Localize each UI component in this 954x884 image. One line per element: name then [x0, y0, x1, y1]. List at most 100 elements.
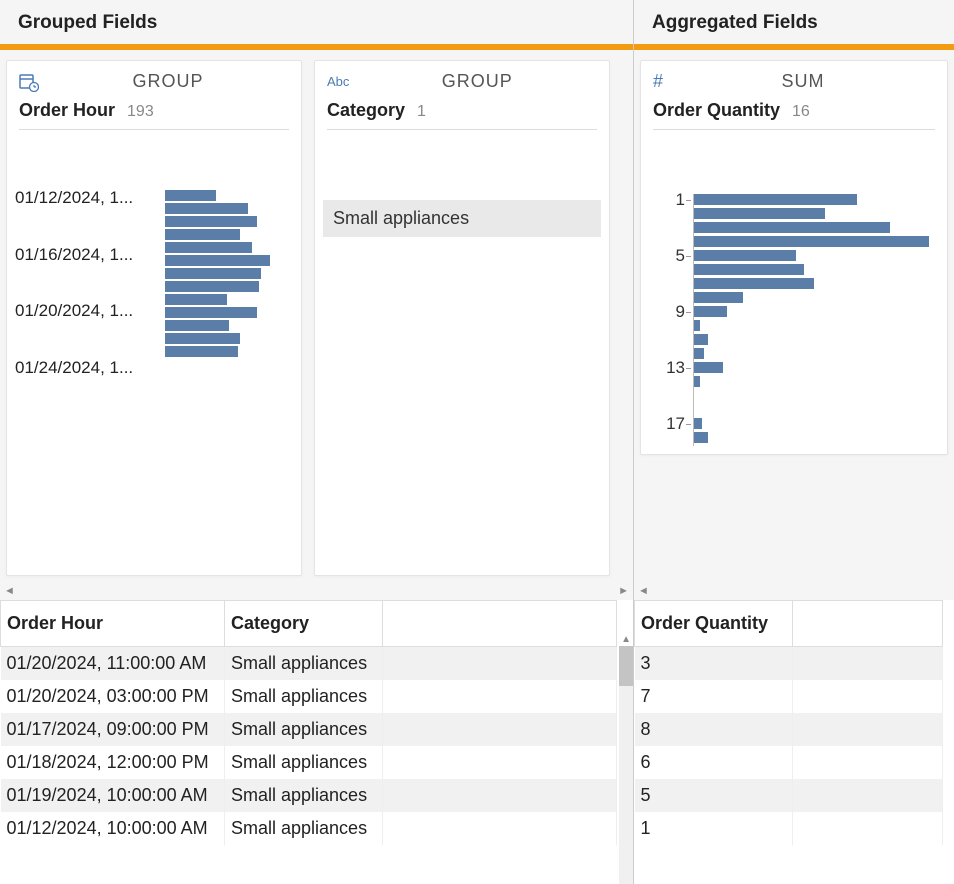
chart-axis-label: 01/24/2024, 1...: [15, 358, 159, 378]
table-row[interactable]: 5: [635, 779, 943, 812]
table-cell: 6: [635, 746, 793, 779]
scroll-left-icon[interactable]: ◄: [4, 585, 15, 597]
table-cell: 01/17/2024, 09:00:00 PM: [1, 713, 225, 746]
chart-bar: [165, 320, 229, 331]
field-count: 16: [792, 103, 810, 121]
chart-bar: [165, 229, 240, 240]
scrollbar-thumb[interactable]: [619, 646, 633, 686]
chart-bar: [165, 255, 270, 266]
calendar-clock-icon: [19, 72, 39, 92]
table-row[interactable]: 01/20/2024, 03:00:00 PMSmall appliances: [1, 680, 617, 713]
scroll-up-icon[interactable]: ▲: [621, 634, 631, 645]
chart-bar: [694, 236, 929, 247]
scroll-left-icon[interactable]: ◄: [638, 585, 649, 597]
table-cell: 01/20/2024, 03:00:00 PM: [1, 680, 225, 713]
table-cell: 01/20/2024, 11:00:00 AM: [1, 647, 225, 681]
field-count: 193: [127, 103, 154, 121]
chart-bar: [694, 306, 727, 317]
chart-bar: [165, 203, 248, 214]
horizontal-scroll[interactable]: ◄ ►: [0, 582, 633, 600]
aggregated-table[interactable]: Order Quantity 378651: [634, 600, 954, 884]
table-row[interactable]: 01/17/2024, 09:00:00 PMSmall appliances: [1, 713, 617, 746]
order-quantity-histogram: 1591317: [649, 194, 939, 446]
chart-bar: [165, 190, 216, 201]
chart-bar: [694, 194, 857, 205]
order-hour-chart: 01/12/2024, 1... 01/16/2024, 1... 01/20/20…: [15, 188, 293, 378]
table-row[interactable]: 01/18/2024, 12:00:00 PMSmall appliances: [1, 746, 617, 779]
field-name: Category: [327, 100, 405, 121]
abc-icon: Abc: [327, 74, 349, 89]
table-cell: 01/19/2024, 10:00:00 AM: [1, 779, 225, 812]
chart-bar: [694, 376, 700, 387]
chart-bar: [165, 242, 252, 253]
col-order-quantity[interactable]: Order Quantity: [635, 601, 793, 647]
table-cell: 1: [635, 812, 793, 845]
col-empty: [383, 601, 617, 647]
chart-axis-label: 01/20/2024, 1...: [15, 301, 159, 321]
chart-bar: [165, 281, 259, 292]
aggregated-fields-header: Aggregated Fields: [634, 0, 954, 44]
card-order-quantity[interactable]: # SUM Order Quantity 16 1591317: [640, 60, 948, 455]
table-row[interactable]: 7: [635, 680, 943, 713]
chart-bar: [165, 216, 257, 227]
table-cell: 5: [635, 779, 793, 812]
vertical-scrollbar[interactable]: ▲: [619, 646, 633, 884]
chart-axis-label: 17: [666, 414, 685, 434]
chart-axis-label: 01/12/2024, 1...: [15, 188, 159, 208]
field-name: Order Quantity: [653, 100, 780, 121]
table-cell: 01/12/2024, 10:00:00 AM: [1, 812, 225, 845]
card-category[interactable]: Abc GROUP Category 1 Small appliances: [314, 60, 610, 576]
table-row[interactable]: 01/19/2024, 10:00:00 AMSmall appliances: [1, 779, 617, 812]
table-row[interactable]: 01/20/2024, 11:00:00 AMSmall appliances: [1, 647, 617, 681]
table-cell: Small appliances: [225, 746, 383, 779]
chart-bar: [694, 348, 704, 359]
chart-bar: [694, 418, 702, 429]
chart-axis-label: 01/16/2024, 1...: [15, 245, 159, 265]
chart-bar: [694, 278, 814, 289]
agg-label: SUM: [671, 71, 935, 92]
scroll-right-icon[interactable]: ►: [618, 585, 629, 597]
chart-bar: [694, 250, 796, 261]
col-order-hour[interactable]: Order Hour: [1, 601, 225, 647]
chart-axis-label: 1: [676, 190, 685, 210]
agg-label: GROUP: [47, 71, 289, 92]
chart-bar: [694, 334, 708, 345]
hash-icon: #: [653, 71, 663, 92]
table-cell: 01/18/2024, 12:00:00 PM: [1, 746, 225, 779]
chart-bar: [165, 346, 238, 357]
category-item[interactable]: Small appliances: [323, 200, 601, 237]
horizontal-scroll-right[interactable]: ◄: [634, 582, 954, 600]
field-name: Order Hour: [19, 100, 115, 121]
chart-bar: [165, 307, 257, 318]
col-empty: [793, 601, 943, 647]
table-cell: Small appliances: [225, 713, 383, 746]
table-cell: Small appliances: [225, 647, 383, 681]
table-cell: Small appliances: [225, 680, 383, 713]
chart-axis-label: 13: [666, 358, 685, 378]
table-row[interactable]: 6: [635, 746, 943, 779]
chart-bar: [165, 268, 261, 279]
grouped-table[interactable]: Order Hour Category 01/20/2024, 11:00:00…: [0, 600, 633, 884]
grouped-fields-header: Grouped Fields: [0, 0, 633, 44]
table-cell: Small appliances: [225, 779, 383, 812]
chart-axis-label: 9: [676, 302, 685, 322]
chart-bar: [165, 294, 227, 305]
table-cell: Small appliances: [225, 812, 383, 845]
chart-bar: [694, 432, 708, 443]
table-row[interactable]: 8: [635, 713, 943, 746]
chart-bar: [694, 362, 723, 373]
table-row[interactable]: 01/12/2024, 10:00:00 AMSmall appliances: [1, 812, 617, 845]
chart-bar: [694, 320, 700, 331]
table-row[interactable]: 3: [635, 647, 943, 681]
col-category[interactable]: Category: [225, 601, 383, 647]
card-order-hour[interactable]: GROUP Order Hour 193 01/12/2024, 1...01/…: [6, 60, 302, 576]
field-count: 1: [417, 103, 426, 121]
chart-bar: [694, 292, 743, 303]
chart-bar: [694, 222, 890, 233]
chart-bar: [165, 333, 240, 344]
chart-bar: [694, 208, 825, 219]
agg-label: GROUP: [357, 71, 597, 92]
table-row[interactable]: 1: [635, 812, 943, 845]
table-cell: 7: [635, 680, 793, 713]
chart-bar: [694, 264, 804, 275]
